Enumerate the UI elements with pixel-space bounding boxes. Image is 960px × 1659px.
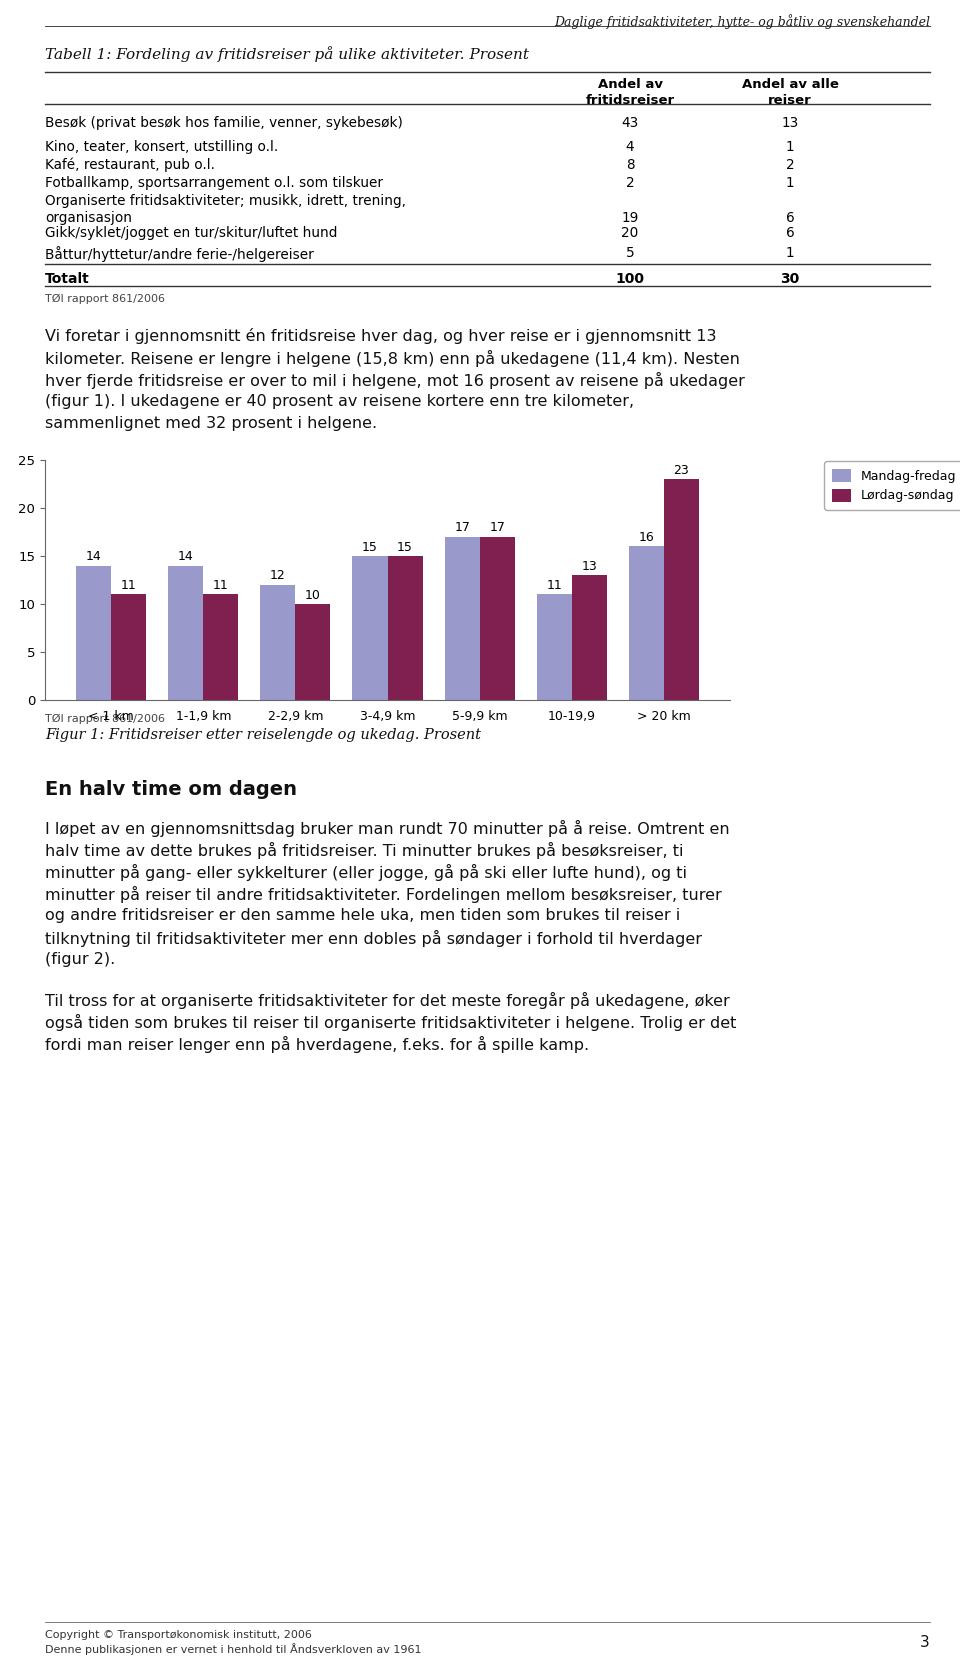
Text: organisasjon: organisasjon bbox=[45, 211, 132, 226]
Legend: Mandag-fredag, Lørdag-søndag: Mandag-fredag, Lørdag-søndag bbox=[825, 461, 960, 509]
Text: 100: 100 bbox=[615, 272, 644, 285]
Text: 30: 30 bbox=[780, 272, 800, 285]
Text: 15: 15 bbox=[362, 541, 378, 554]
Text: 20: 20 bbox=[621, 226, 638, 241]
Text: 19: 19 bbox=[621, 211, 638, 226]
Text: 2: 2 bbox=[785, 158, 794, 173]
Text: 15: 15 bbox=[397, 541, 413, 554]
Text: 17: 17 bbox=[454, 521, 470, 534]
Bar bbox=[664, 479, 699, 700]
Bar bbox=[388, 556, 422, 700]
Text: Daglige fritidsaktiviteter, hytte- og båtliv og svenskehandel: Daglige fritidsaktiviteter, hytte- og bå… bbox=[554, 13, 930, 28]
Bar bbox=[444, 538, 480, 700]
Text: Båttur/hyttetur/andre ferie-/helgereiser: Båttur/hyttetur/andre ferie-/helgereiser bbox=[45, 246, 314, 262]
Text: Vi foretar i gjennomsnitt én fritidsreise hver dag, og hver reise er i gjennomsn: Vi foretar i gjennomsnitt én fritidsreis… bbox=[45, 328, 716, 343]
Text: TØI rapport 861/2006: TØI rapport 861/2006 bbox=[45, 294, 165, 304]
Text: 12: 12 bbox=[270, 569, 286, 582]
Bar bbox=[296, 604, 330, 700]
Text: 17: 17 bbox=[490, 521, 505, 534]
Text: 14: 14 bbox=[85, 551, 102, 562]
Text: Kino, teater, konsert, utstilling o.l.: Kino, teater, konsert, utstilling o.l. bbox=[45, 139, 278, 154]
Bar bbox=[629, 546, 664, 700]
Text: Besøk (privat besøk hos familie, venner, sykebesøk): Besøk (privat besøk hos familie, venner,… bbox=[45, 116, 403, 129]
Text: fordi man reiser lenger enn på hverdagene, f.eks. for å spille kamp.: fordi man reiser lenger enn på hverdagen… bbox=[45, 1035, 589, 1053]
Text: 11: 11 bbox=[121, 579, 136, 592]
Text: hver fjerde fritidsreise er over to mil i helgene, mot 16 prosent av reisene på : hver fjerde fritidsreise er over to mil … bbox=[45, 372, 745, 388]
Text: 14: 14 bbox=[178, 551, 194, 562]
Bar bbox=[260, 586, 296, 700]
Text: Copyright © Transportøkonomisk institutt, 2006: Copyright © Transportøkonomisk institutt… bbox=[45, 1631, 312, 1641]
Text: tilknytning til fritidsaktiviteter mer enn dobles på søndager i forhold til hver: tilknytning til fritidsaktiviteter mer e… bbox=[45, 931, 702, 947]
Text: 1: 1 bbox=[785, 176, 794, 191]
Text: 4: 4 bbox=[626, 139, 635, 154]
Text: 13: 13 bbox=[781, 116, 799, 129]
Text: Til tross for at organiserte fritidsaktiviteter for det meste foregår på ukedage: Til tross for at organiserte fritidsakti… bbox=[45, 992, 730, 1009]
Text: 5: 5 bbox=[626, 246, 635, 260]
Text: 43: 43 bbox=[621, 116, 638, 129]
Text: 3: 3 bbox=[921, 1636, 930, 1651]
Text: Totalt: Totalt bbox=[45, 272, 89, 285]
Text: 11: 11 bbox=[213, 579, 228, 592]
Text: 1: 1 bbox=[785, 139, 794, 154]
Text: 8: 8 bbox=[626, 158, 635, 173]
Text: 6: 6 bbox=[785, 211, 794, 226]
Bar bbox=[168, 566, 204, 700]
Text: (figur 1). I ukedagene er 40 prosent av reisene kortere enn tre kilometer,: (figur 1). I ukedagene er 40 prosent av … bbox=[45, 393, 635, 410]
Bar bbox=[204, 594, 238, 700]
Text: halv time av dette brukes på fritidsreiser. Ti minutter brukes på besøksreiser, : halv time av dette brukes på fritidsreis… bbox=[45, 843, 684, 859]
Text: Denne publikasjonen er vernet i henhold til Åndsverkloven av 1961: Denne publikasjonen er vernet i henhold … bbox=[45, 1642, 421, 1656]
Bar bbox=[572, 576, 607, 700]
Text: Andel av
fritidsreiser: Andel av fritidsreiser bbox=[586, 78, 675, 106]
Text: 16: 16 bbox=[638, 531, 654, 544]
Text: sammenlignet med 32 prosent i helgene.: sammenlignet med 32 prosent i helgene. bbox=[45, 416, 377, 431]
Text: Gikk/syklet/jogget en tur/skitur/luftet hund: Gikk/syklet/jogget en tur/skitur/luftet … bbox=[45, 226, 337, 241]
Bar bbox=[76, 566, 111, 700]
Text: 13: 13 bbox=[582, 559, 597, 572]
Text: TØI rapport 861/2006: TØI rapport 861/2006 bbox=[45, 713, 165, 725]
Bar bbox=[111, 594, 146, 700]
Text: I løpet av en gjennomsnittsdag bruker man rundt 70 minutter på å reise. Omtrent : I løpet av en gjennomsnittsdag bruker ma… bbox=[45, 820, 730, 838]
Text: 23: 23 bbox=[674, 465, 689, 476]
Text: 1: 1 bbox=[785, 246, 794, 260]
Text: 2: 2 bbox=[626, 176, 635, 191]
Text: minutter på reiser til andre fritidsaktiviteter. Fordelingen mellom besøksreiser: minutter på reiser til andre fritidsakti… bbox=[45, 886, 722, 902]
Text: En halv time om dagen: En halv time om dagen bbox=[45, 780, 297, 800]
Bar bbox=[352, 556, 388, 700]
Text: Figur 1: Fritidsreiser etter reiselengde og ukedag. Prosent: Figur 1: Fritidsreiser etter reiselengde… bbox=[45, 728, 481, 742]
Bar bbox=[537, 594, 572, 700]
Text: 11: 11 bbox=[546, 579, 563, 592]
Text: Organiserte fritidsaktiviteter; musikk, idrett, trening,: Organiserte fritidsaktiviteter; musikk, … bbox=[45, 194, 406, 207]
Text: Fotballkamp, sportsarrangement o.l. som tilskuer: Fotballkamp, sportsarrangement o.l. som … bbox=[45, 176, 383, 191]
Text: (figur 2).: (figur 2). bbox=[45, 952, 115, 967]
Bar bbox=[480, 538, 515, 700]
Text: også tiden som brukes til reiser til organiserte fritidsaktiviteter i helgene. T: også tiden som brukes til reiser til org… bbox=[45, 1014, 736, 1030]
Text: 6: 6 bbox=[785, 226, 794, 241]
Text: Andel av alle
reiser: Andel av alle reiser bbox=[741, 78, 838, 106]
Text: Tabell 1: Fordeling av fritidsreiser på ulike aktiviteter. Prosent: Tabell 1: Fordeling av fritidsreiser på … bbox=[45, 46, 529, 61]
Text: kilometer. Reisene er lengre i helgene (15,8 km) enn på ukedagene (11,4 km). Nes: kilometer. Reisene er lengre i helgene (… bbox=[45, 350, 740, 367]
Text: 10: 10 bbox=[305, 589, 321, 602]
Text: Kafé, restaurant, pub o.l.: Kafé, restaurant, pub o.l. bbox=[45, 158, 215, 173]
Text: og andre fritidsreiser er den samme hele uka, men tiden som brukes til reiser i: og andre fritidsreiser er den samme hele… bbox=[45, 907, 681, 922]
Text: minutter på gang- eller sykkelturer (eller jogge, gå på ski eller lufte hund), o: minutter på gang- eller sykkelturer (ell… bbox=[45, 864, 687, 881]
